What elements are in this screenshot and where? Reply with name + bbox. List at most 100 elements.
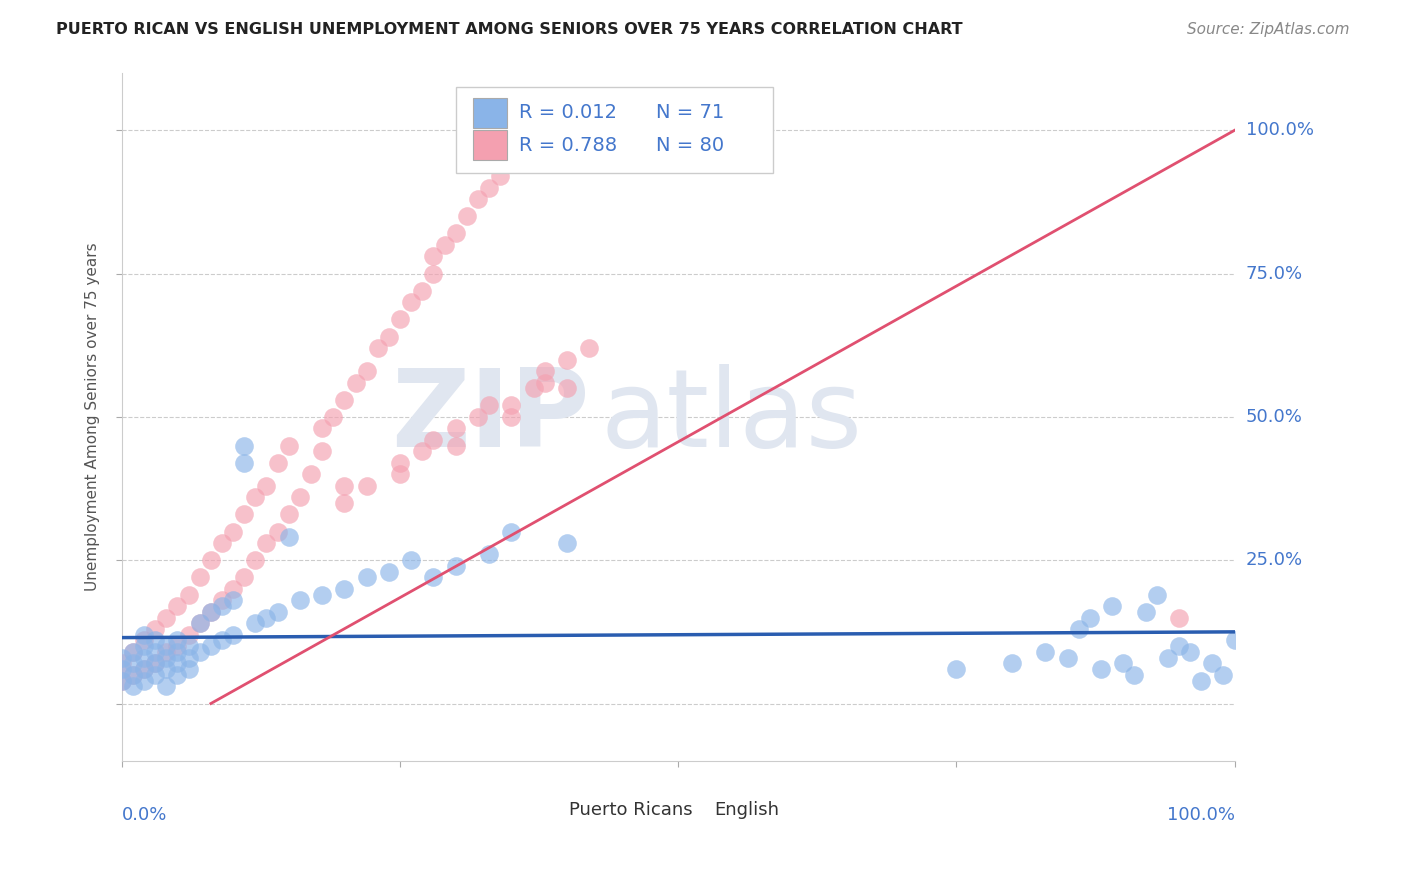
- Point: [266, 456, 288, 470]
- Text: 25.0%: 25.0%: [1246, 551, 1303, 569]
- Point: [277, 530, 299, 544]
- Point: [522, 381, 544, 395]
- Point: [245, 490, 267, 504]
- Point: [166, 657, 188, 671]
- Point: [233, 456, 256, 470]
- Point: [188, 616, 211, 631]
- Point: [389, 456, 412, 470]
- Point: [555, 536, 578, 550]
- Point: [188, 645, 211, 659]
- Text: English: English: [714, 801, 779, 820]
- Point: [1189, 673, 1212, 688]
- Point: [155, 639, 177, 653]
- Point: [122, 645, 145, 659]
- Point: [143, 657, 166, 671]
- FancyBboxPatch shape: [474, 130, 506, 161]
- Point: [166, 645, 188, 659]
- Text: atlas: atlas: [600, 364, 862, 470]
- Point: [245, 553, 267, 567]
- Text: N = 80: N = 80: [657, 136, 724, 154]
- Point: [1167, 610, 1189, 624]
- Point: [501, 399, 523, 413]
- Point: [211, 536, 233, 550]
- Point: [256, 478, 278, 492]
- Point: [111, 662, 134, 676]
- Text: N = 71: N = 71: [657, 103, 724, 122]
- Text: R = 0.012: R = 0.012: [519, 103, 617, 122]
- Point: [1123, 668, 1146, 682]
- FancyBboxPatch shape: [456, 87, 773, 173]
- Point: [266, 605, 288, 619]
- Point: [256, 536, 278, 550]
- Point: [132, 662, 155, 676]
- Text: Source: ZipAtlas.com: Source: ZipAtlas.com: [1187, 22, 1350, 37]
- Y-axis label: Unemployment Among Seniors over 75 years: Unemployment Among Seniors over 75 years: [86, 243, 100, 591]
- Point: [111, 650, 134, 665]
- Point: [478, 180, 501, 194]
- Point: [132, 662, 155, 676]
- Point: [489, 169, 512, 183]
- Point: [299, 467, 322, 482]
- Point: [143, 633, 166, 648]
- Point: [177, 650, 200, 665]
- Point: [143, 668, 166, 682]
- Point: [1101, 599, 1123, 613]
- Point: [211, 593, 233, 607]
- Point: [166, 599, 188, 613]
- Point: [422, 433, 444, 447]
- Point: [389, 312, 412, 326]
- Point: [200, 553, 222, 567]
- Point: [1067, 622, 1090, 636]
- Point: [200, 639, 222, 653]
- Point: [333, 496, 356, 510]
- Point: [467, 409, 489, 424]
- Point: [422, 249, 444, 263]
- Point: [1090, 662, 1112, 676]
- Point: [143, 622, 166, 636]
- Point: [444, 421, 467, 435]
- Point: [467, 192, 489, 206]
- Point: [322, 409, 344, 424]
- Point: [1178, 645, 1201, 659]
- Text: 75.0%: 75.0%: [1246, 265, 1303, 283]
- Point: [122, 668, 145, 682]
- Point: [512, 140, 534, 154]
- Point: [177, 588, 200, 602]
- Point: [222, 628, 245, 642]
- Text: 0.0%: 0.0%: [122, 805, 167, 823]
- Point: [1078, 610, 1101, 624]
- Point: [277, 439, 299, 453]
- Point: [478, 399, 501, 413]
- Point: [422, 570, 444, 584]
- Point: [533, 376, 555, 390]
- Point: [222, 582, 245, 596]
- Point: [333, 478, 356, 492]
- Point: [1112, 657, 1135, 671]
- Point: [444, 558, 467, 573]
- FancyBboxPatch shape: [474, 98, 506, 128]
- Text: ZIP: ZIP: [391, 364, 589, 470]
- Point: [567, 140, 589, 154]
- Point: [333, 582, 356, 596]
- Point: [578, 341, 600, 355]
- Point: [501, 524, 523, 539]
- Point: [245, 616, 267, 631]
- Point: [555, 352, 578, 367]
- Point: [456, 209, 478, 223]
- Point: [177, 628, 200, 642]
- Point: [132, 633, 155, 648]
- Point: [211, 599, 233, 613]
- Point: [122, 657, 145, 671]
- Point: [411, 284, 433, 298]
- Point: [166, 668, 188, 682]
- Point: [111, 673, 134, 688]
- Text: Puerto Ricans: Puerto Ricans: [569, 801, 693, 820]
- Point: [555, 146, 578, 161]
- FancyBboxPatch shape: [538, 798, 565, 822]
- Point: [311, 588, 333, 602]
- Text: PUERTO RICAN VS ENGLISH UNEMPLOYMENT AMONG SENIORS OVER 75 YEARS CORRELATION CHA: PUERTO RICAN VS ENGLISH UNEMPLOYMENT AMO…: [56, 22, 963, 37]
- Point: [155, 650, 177, 665]
- Point: [311, 444, 333, 458]
- Point: [378, 329, 401, 343]
- Point: [132, 628, 155, 642]
